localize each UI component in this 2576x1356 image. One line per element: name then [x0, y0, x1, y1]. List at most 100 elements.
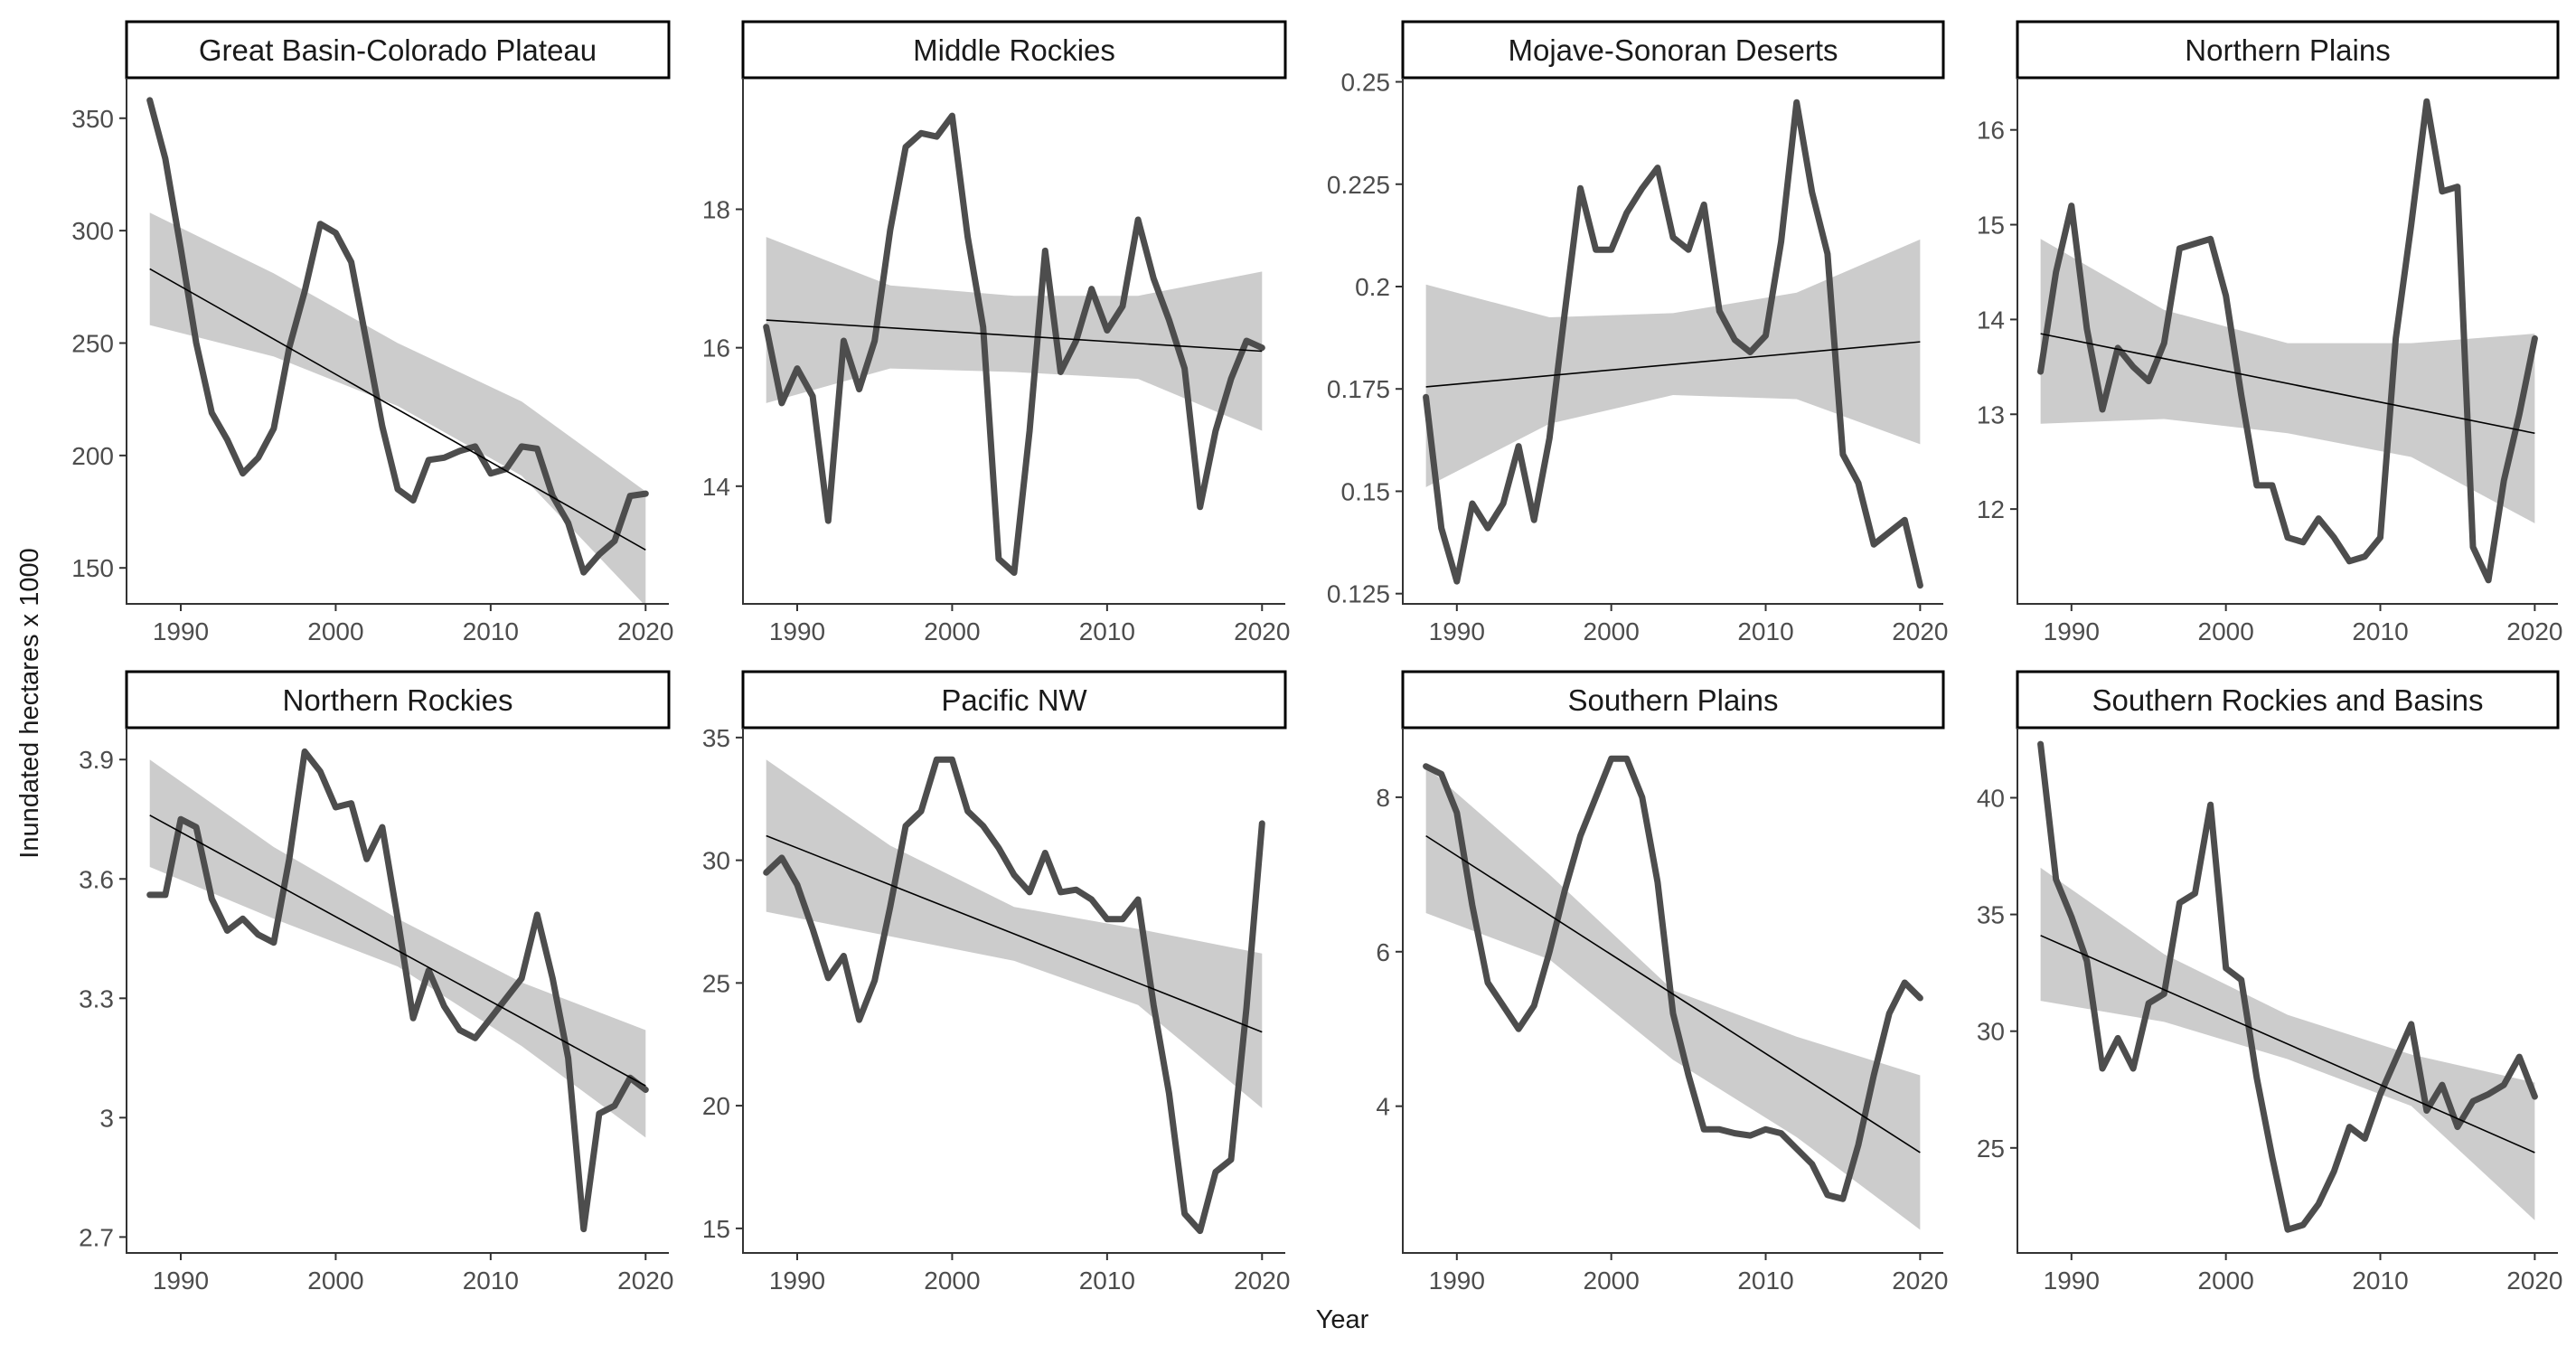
x-tick-label: 2010 — [2352, 1267, 2408, 1295]
facet-strip — [125, 670, 671, 730]
x-tick-label: 2020 — [1892, 617, 1948, 645]
y-tick-label: 13 — [1977, 400, 2005, 428]
facet-strip — [1401, 670, 1945, 730]
facet-title: Southern Plains — [1568, 683, 1779, 717]
y-tick-label: 300 — [71, 217, 114, 245]
confidence-band — [149, 212, 646, 607]
series-line — [763, 756, 1265, 1235]
confidence-band — [1425, 239, 1921, 487]
x-tick-label: 2000 — [924, 1267, 980, 1295]
panel-great-basin-colorado-plateau: Great Basin-Colorado Plateau 150 200 250 300… — [71, 20, 673, 645]
y-tick-label: 12 — [1977, 495, 2005, 523]
series-line — [146, 748, 649, 1233]
facet-strip — [1401, 20, 1945, 80]
x-tick-label: 2020 — [1234, 617, 1290, 645]
facet-strip — [741, 670, 1287, 730]
trend-line — [1425, 341, 1921, 388]
series-line — [2037, 740, 2538, 1233]
y-tick-label: 18 — [702, 196, 730, 224]
y-tick-label: 150 — [71, 554, 114, 582]
panel-pacific-nw: Pacific NW 15 20 25 30 35 1990 2000 2010 2020 — [702, 670, 1290, 1295]
facet-title: Northern Plains — [2185, 33, 2390, 67]
trend-line — [149, 815, 646, 1087]
x-tick-label: 2010 — [463, 1267, 519, 1295]
x-tick-label: 2020 — [617, 617, 673, 645]
facet-title: Northern Rockies — [283, 683, 513, 717]
x-tick-label: 2000 — [2198, 1267, 2254, 1295]
x-tick-label: 2010 — [463, 617, 519, 645]
y-tick-label: 3.6 — [79, 865, 114, 893]
series-line — [2037, 98, 2538, 584]
trend-line — [766, 319, 1263, 353]
y-tick-label: 0.175 — [1327, 375, 1390, 403]
y-tick-label: 3.3 — [79, 984, 114, 1012]
x-tick-label: 2000 — [2198, 617, 2254, 645]
panel-middle-rockies: Middle Rockies 14 16 18 1990 2000 2010 2020 — [702, 20, 1290, 645]
panel-northern-rockies: Northern Rockies 2.7 3 3.3 3.6 3.9 1990 2000 201… — [79, 670, 673, 1295]
x-tick-label: 2000 — [307, 617, 363, 645]
y-tick-label: 350 — [71, 105, 114, 133]
confidence-band — [2040, 239, 2535, 523]
y-tick-label: 16 — [702, 334, 730, 363]
panel-southern-plains: Southern Plains 4 6 8 1990 2000 2010 2020 — [1376, 670, 1949, 1295]
facet-title: Pacific NW — [941, 683, 1087, 717]
facet-strip — [2016, 670, 2560, 730]
x-axis-title: Year — [1316, 1305, 1369, 1334]
series-line — [763, 112, 1265, 576]
y-tick-label: 25 — [702, 969, 730, 997]
x-tick-label: 1990 — [2044, 617, 2100, 645]
facet-strip — [2016, 20, 2560, 80]
y-tick-label: 3.9 — [79, 746, 114, 774]
y-axis-title: Inundated hectares x 1000 — [15, 548, 44, 858]
x-tick-label: 1990 — [769, 617, 825, 645]
facet-title: Middle Rockies — [913, 33, 1115, 67]
x-tick-label: 1990 — [153, 617, 209, 645]
y-tick-label: 35 — [1977, 901, 2005, 929]
facet-panels: Great Basin-Colorado Plateau150200250300… — [71, 20, 2563, 1295]
x-tick-label: 1990 — [1429, 1267, 1485, 1295]
y-tick-label: 6 — [1376, 938, 1390, 966]
facet-title: Southern Rockies and Basins — [2092, 683, 2484, 717]
series-line — [146, 97, 649, 576]
y-tick-label: 3 — [99, 1104, 114, 1132]
series-line — [1423, 755, 1923, 1202]
trend-line — [766, 834, 1263, 1033]
x-tick-label: 2010 — [2352, 617, 2408, 645]
y-tick-label: 0.25 — [1341, 69, 1391, 97]
confidence-band — [149, 759, 646, 1138]
trend-line — [2040, 935, 2535, 1154]
y-tick-label: 35 — [702, 724, 730, 752]
x-tick-label: 1990 — [2044, 1267, 2100, 1295]
y-tick-label: 30 — [702, 847, 730, 875]
panel-northern-plains: Northern Plains 12 13 14 15 16 1990 2000 2010 202… — [1977, 20, 2563, 645]
y-tick-label: 14 — [702, 473, 730, 501]
x-tick-label: 2000 — [307, 1267, 363, 1295]
y-tick-label: 15 — [1977, 212, 2005, 240]
y-tick-label: 20 — [702, 1092, 730, 1120]
x-tick-label: 1990 — [769, 1267, 825, 1295]
y-tick-label: 16 — [1977, 117, 2005, 145]
y-tick-label: 0.2 — [1355, 273, 1390, 301]
facet-title: Great Basin-Colorado Plateau — [199, 33, 597, 67]
y-tick-label: 4 — [1376, 1093, 1390, 1121]
x-tick-label: 2020 — [1892, 1267, 1948, 1295]
x-tick-label: 2010 — [1737, 617, 1793, 645]
x-tick-label: 2000 — [1584, 617, 1640, 645]
facet-strip — [125, 20, 671, 80]
trend-line — [2040, 333, 2535, 435]
series-line — [1423, 99, 1923, 589]
x-tick-label: 2010 — [1737, 1267, 1793, 1295]
y-tick-label: 0.225 — [1327, 171, 1390, 199]
x-tick-label: 2000 — [924, 617, 980, 645]
x-tick-label: 1990 — [1429, 617, 1485, 645]
x-tick-label: 2020 — [1234, 1267, 1290, 1295]
x-tick-label: 2020 — [2506, 1267, 2562, 1295]
y-tick-label: 14 — [1977, 306, 2005, 334]
y-tick-label: 250 — [71, 329, 114, 357]
y-tick-label: 0.125 — [1327, 580, 1390, 608]
x-tick-label: 2000 — [1584, 1267, 1640, 1295]
facet-strip — [741, 20, 1287, 80]
panel-southern-rockies-and-basins: Southern Rockies and Basins 25 30 35 40 1990 2… — [1977, 670, 2563, 1295]
y-tick-label: 200 — [71, 442, 114, 470]
